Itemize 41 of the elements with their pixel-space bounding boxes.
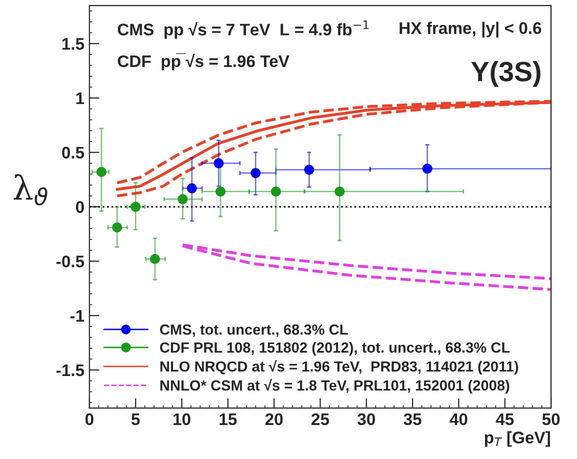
point [178, 194, 188, 204]
point [270, 186, 281, 197]
x-tick-label: 45 [496, 414, 514, 426]
point [215, 186, 226, 197]
x-tick-label: 10 [174, 413, 190, 426]
legend-label: CMS, tot. uncert., 68.3% CL [160, 324, 348, 337]
x-tick-label: 35 [404, 413, 422, 426]
legend-label: CDF PRL 108, 151802 (2012), tot. uncert., 68.3% CL [160, 342, 510, 356]
point [214, 158, 224, 168]
point [96, 166, 106, 177]
annotation: CDF pp̅ √s = 1.96 TeV [118, 53, 290, 70]
x-tick-label: 5 [131, 414, 140, 426]
point [112, 222, 122, 232]
point [150, 254, 160, 264]
point [304, 164, 314, 175]
x-axis-title: p$_{T}$ [GeV] [484, 431, 550, 447]
y-tick-label: 0.5 [62, 146, 84, 159]
annotation: CMS pp √s = 7 TeV L = 4.9 fb$^{−1}$ [118, 20, 369, 39]
y-tick-label: 0 [76, 201, 84, 213]
y-tick-label: 1.5 [62, 38, 84, 50]
x-tick-label: 50 [542, 413, 560, 426]
y-tick-label: -1.5 [56, 364, 84, 376]
legend-label: NLO NRQCD at √s = 1.96 TeV, PRD83, 114021 (2011) [160, 360, 518, 375]
legend-label: NNLO* CSM at √s = 1.8 TeV, PRL101, 152001 (2008) [160, 378, 510, 394]
annotation: Υ(3S) [471, 60, 540, 87]
y-tick-label: -1 [70, 310, 84, 322]
x-tick-label: 30 [358, 413, 375, 426]
x-tick-label: 15 [220, 414, 237, 426]
point [130, 202, 141, 212]
x-tick-label: 40 [450, 413, 468, 426]
point [186, 183, 197, 194]
x-tick-label: 0 [85, 413, 94, 426]
y-tick-label: -0.5 [56, 256, 84, 268]
y-axis-title: λ$_{ϑ}$ [14, 174, 48, 206]
annotation: HX frame, |y| < 0.6 [400, 22, 542, 38]
x-tick-label: 20 [265, 413, 283, 426]
y-tick-label: 1 [76, 92, 84, 104]
point [422, 164, 432, 174]
point [250, 168, 261, 178]
x-tick-label: 25 [312, 413, 330, 426]
point [334, 186, 345, 197]
